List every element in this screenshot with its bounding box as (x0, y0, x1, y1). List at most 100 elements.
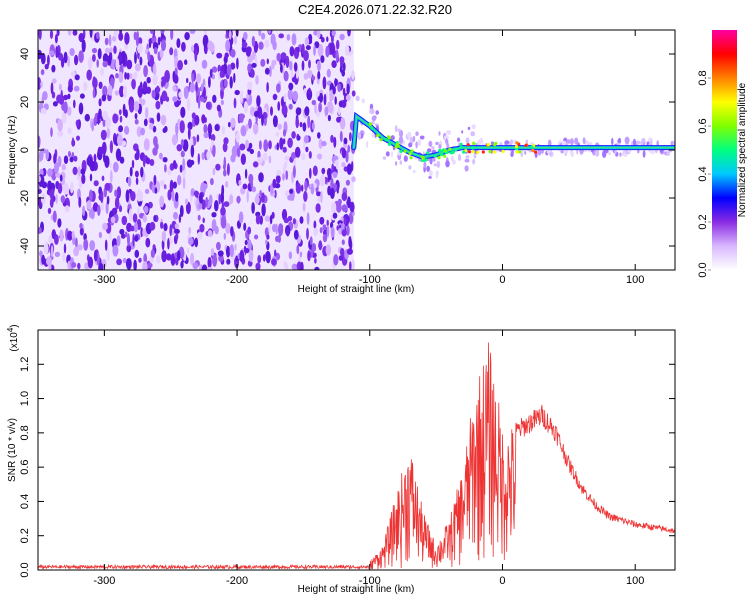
noise-blob (119, 115, 123, 123)
noise-blob (116, 258, 122, 266)
noise-blob (301, 60, 305, 71)
noise-blob (106, 127, 111, 139)
noise-blob (207, 123, 213, 136)
signal-hotspot (492, 150, 496, 154)
noise-blob (82, 205, 86, 217)
signal-hotspot (531, 148, 535, 152)
noise-blob (102, 53, 109, 64)
noise-blob (246, 93, 250, 100)
signal-halo (616, 142, 621, 146)
noise-blob (107, 85, 113, 96)
x-tick-label: 0 (499, 274, 505, 286)
noise-blob (331, 201, 337, 215)
noise-blob (261, 32, 266, 40)
signal-hotspot (462, 150, 466, 154)
signal-halo (549, 151, 553, 157)
noise-blob (135, 35, 139, 47)
noise-blob (233, 97, 237, 109)
noise-blob (349, 261, 352, 270)
noise-blob (276, 170, 282, 176)
noise-blob (161, 79, 164, 88)
noise-blob (49, 197, 54, 208)
noise-blob (174, 228, 180, 235)
noise-blob (307, 69, 313, 79)
noise-blob (102, 118, 106, 127)
noise-blob (291, 76, 297, 83)
noise-blob (148, 122, 154, 130)
noise-blob (136, 126, 142, 137)
noise-blob (230, 226, 234, 237)
noise-blob (239, 113, 246, 120)
noise-blob (287, 215, 293, 222)
noise-blob (281, 104, 288, 116)
signal-halo (471, 124, 476, 130)
x-tick-label: 0 (499, 575, 505, 587)
noise-blob (142, 214, 147, 223)
signal-hotspot (387, 136, 391, 140)
noise-blob (265, 239, 268, 245)
noise-blob (58, 83, 62, 91)
noise-blob (100, 129, 107, 141)
noise-blob (325, 45, 330, 58)
noise-blob (203, 86, 206, 99)
signal-halo (461, 130, 464, 134)
signal-hotspot (403, 149, 407, 153)
noise-blob (301, 184, 304, 192)
noise-blob (191, 45, 195, 52)
signal-halo (619, 152, 622, 157)
snr-panel: -300 -200 -100 0 100 0.0 0.2 0.4 0.6 0.8 1.0 1.2 He… (6, 324, 676, 595)
signal-halo (672, 140, 675, 146)
noise-blob (205, 196, 209, 208)
noise-blob (89, 173, 93, 182)
noise-blob (351, 90, 356, 97)
noise-blob (152, 74, 158, 86)
spectrogram-noise-field (38, 30, 356, 270)
noise-blob (251, 186, 257, 193)
noise-blob (218, 254, 224, 262)
noise-blob (313, 30, 319, 36)
noise-blob (333, 254, 339, 266)
noise-blob (71, 230, 75, 240)
noise-blob (200, 83, 204, 93)
noise-blob (264, 39, 270, 48)
signal-hotspot (534, 150, 538, 154)
noise-blob (118, 205, 123, 213)
snr-x-label: Height of straight line (km) (298, 584, 415, 595)
noise-blob (240, 90, 244, 103)
noise-blob (245, 123, 249, 131)
noise-blob (336, 185, 339, 194)
noise-blob (320, 55, 325, 63)
noise-blob (96, 59, 99, 68)
noise-blob (175, 232, 179, 241)
noise-blob (63, 101, 68, 114)
noise-blob (345, 179, 350, 186)
noise-blob (57, 183, 63, 194)
noise-blob (46, 256, 52, 266)
snr-y-label: SNR (10 * v/v) (7, 418, 18, 482)
noise-blob (325, 244, 331, 256)
noise-blob (81, 173, 86, 185)
noise-blob (106, 248, 110, 262)
noise-blob (138, 257, 142, 263)
signal-hotspot (466, 143, 470, 147)
noise-blob (218, 193, 221, 205)
signal-halo (525, 139, 529, 144)
noise-blob (130, 191, 136, 202)
colorbar-gradient (712, 30, 737, 270)
noise-blob (238, 179, 242, 186)
signal-halo (415, 131, 419, 136)
signal-hotspot (408, 151, 412, 156)
noise-blob (154, 142, 159, 151)
noise-blob (124, 72, 127, 80)
noise-blob (346, 83, 350, 95)
noise-blob (126, 244, 132, 253)
signal-halo (617, 139, 621, 143)
colorbar-tick-label: 0.6 (697, 118, 709, 133)
signal-hotspot (425, 151, 430, 155)
noise-blob (52, 210, 57, 223)
noise-blob (225, 223, 231, 234)
noise-blob (341, 99, 347, 108)
noise-blob (295, 182, 302, 194)
